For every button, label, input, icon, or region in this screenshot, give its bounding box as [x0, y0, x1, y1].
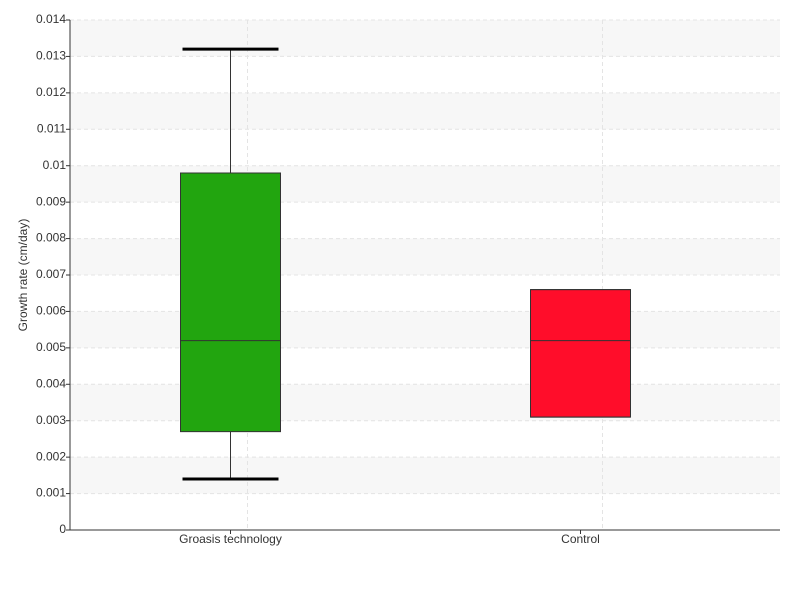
y-tick-label: 0.009	[36, 194, 66, 208]
grid-band	[70, 238, 780, 275]
x-tick-label: Groasis technology	[179, 532, 282, 546]
grid-band	[70, 384, 780, 421]
y-tick-label: 0.012	[36, 85, 66, 99]
y-tick-label: 0.013	[36, 49, 66, 63]
grid-band	[70, 457, 780, 494]
y-tick-label: 0	[59, 522, 66, 536]
y-tick-label: 0.001	[36, 486, 66, 500]
grid-band	[70, 311, 780, 348]
box	[180, 172, 281, 433]
grid-band	[70, 92, 780, 130]
box	[530, 289, 631, 418]
grid-band	[70, 165, 780, 203]
grid-band	[70, 20, 780, 57]
y-tick-label: 0.008	[36, 231, 66, 245]
y-tick-label: 0.003	[36, 413, 66, 427]
y-axis-label: Growth rate (cm/day)	[16, 219, 30, 332]
y-tick-label: 0.002	[36, 449, 66, 463]
y-tick-label: 0.007	[36, 267, 66, 281]
y-tick-label: 0.014	[36, 12, 66, 26]
x-tick-label: Control	[561, 532, 600, 546]
y-tick-label: 0.01	[43, 158, 67, 172]
y-tick-label: 0.006	[36, 304, 66, 318]
y-tick-label: 0.005	[36, 340, 66, 354]
y-tick-label: 0.011	[37, 121, 66, 135]
y-tick-label: 0.004	[36, 376, 66, 390]
